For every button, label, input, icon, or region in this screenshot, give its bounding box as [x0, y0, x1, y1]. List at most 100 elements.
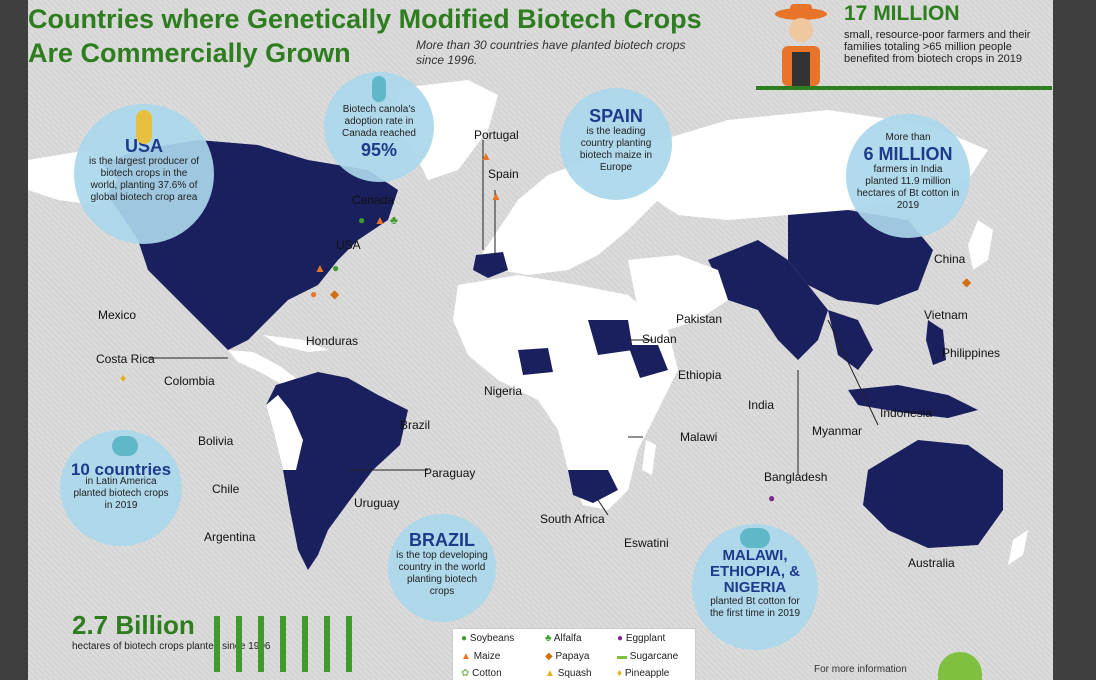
- africa-circle-head: MALAWI, ETHIOPIA, & NIGERIA: [709, 547, 800, 596]
- top-stat-text: small, resource-poor farmers and their f…: [844, 29, 1031, 65]
- africa-circle-text: planted Bt cotton for the first time in …: [709, 596, 801, 619]
- legend-pineapple: ♦ Pineapple: [617, 668, 669, 679]
- costa-rica-pineapple-icon: ♦: [120, 371, 127, 385]
- legend-alfalfa-label: Alfalfa: [553, 633, 582, 644]
- label-indonesia: Indonesia: [880, 406, 933, 420]
- canada-soy-icon: ●: [358, 213, 366, 227]
- bottom-stat-text: hectares of biotech crops planted since …: [72, 641, 271, 652]
- soy-legend-icon: ●: [461, 633, 470, 644]
- cotton-icon: [740, 528, 770, 548]
- bottom-stat-number: 2.7 Billion: [72, 610, 195, 640]
- brazil-circle-text: is the top developing country in the wor…: [396, 550, 488, 597]
- label-spain: Spain: [488, 167, 519, 181]
- page-title: Countries where Genetically Modified Bio…: [28, 2, 702, 70]
- india-circle: More than 6 MILLION farmers in India pla…: [846, 114, 970, 238]
- label-philippines: Philippines: [942, 346, 1001, 360]
- legend: ● Soybeans ♣ Alfalfa ● Eggplant ▲ Maize …: [452, 628, 696, 680]
- canola-circle-big: 95%: [360, 140, 398, 160]
- usa-papaya-icon: ◆: [330, 287, 340, 301]
- wheat-icons: [208, 606, 368, 672]
- label-myanmar: Myanmar: [812, 424, 863, 438]
- india-circle-text: farmers in India planted 11.9 million he…: [856, 164, 960, 211]
- legend-maize-label: Maize: [473, 651, 501, 662]
- latam-circle: 10 countries in Latin America planted bi…: [60, 430, 182, 546]
- usa-circle-head: USA: [124, 136, 163, 156]
- label-honduras: Honduras: [306, 334, 359, 348]
- label-bolivia: Bolivia: [198, 434, 234, 448]
- papaya-legend-icon: ◆: [545, 651, 556, 662]
- sudan-highlighted: [588, 320, 633, 355]
- philippines-highlighted: [926, 320, 946, 365]
- label-eswatini: Eswatini: [624, 536, 669, 550]
- canola-circle: Biotech canola's adoption rate in Canada…: [324, 72, 434, 182]
- soy-icon: [112, 436, 138, 456]
- brazil-circle: BRAZIL is the top developing country in …: [388, 514, 496, 622]
- title-line-2: Are Commercially Grown: [28, 38, 351, 68]
- sugarcane-legend-icon: ▬: [617, 651, 630, 662]
- latam-circle-head: 10 countries: [70, 460, 172, 479]
- label-bangladesh: Bangladesh: [764, 470, 828, 484]
- china-papaya-icon: ◆: [962, 275, 972, 289]
- legend-soybeans: ● Soybeans: [461, 633, 514, 644]
- label-uruguay: Uruguay: [354, 496, 400, 510]
- label-australia: Australia: [908, 556, 955, 570]
- legend-sugarcane-label: Sugarcane: [629, 651, 679, 662]
- legend-soybeans-label: Soybeans: [469, 633, 515, 644]
- usa-squash-icon: ●: [310, 287, 318, 301]
- south-america-white: [266, 395, 303, 470]
- new-zealand: [1008, 530, 1028, 565]
- spain-portugal: [473, 252, 508, 278]
- nigeria-highlighted: [518, 348, 553, 375]
- label-india: India: [748, 398, 775, 412]
- india-circle-pre: More than: [885, 132, 931, 143]
- usa-circle: USA is the largest producer of biotech c…: [74, 104, 214, 244]
- usa-soy-icon: ●: [332, 261, 340, 275]
- japan: [968, 220, 993, 270]
- central-america: [228, 350, 296, 385]
- africa-circle: MALAWI, ETHIOPIA, & NIGERIA planted Bt c…: [692, 524, 818, 650]
- pineapple-legend-icon: ♦: [617, 668, 625, 679]
- legend-squash-label: Squash: [557, 668, 592, 679]
- eggplant-legend-icon: ●: [617, 633, 626, 644]
- legend-cotton: ✿ Cotton: [461, 668, 502, 679]
- spain-maize-icon: ▲: [490, 189, 502, 203]
- label-sudan: Sudan: [642, 332, 677, 346]
- label-colombia: Colombia: [164, 374, 215, 388]
- middle-east: [628, 255, 728, 330]
- ethiopia-highlighted: [628, 345, 668, 378]
- label-vietnam: Vietnam: [924, 308, 968, 322]
- label-pakistan: Pakistan: [676, 312, 723, 326]
- spain-circle-head: SPAIN: [589, 106, 643, 126]
- legend-papaya: ◆ Papaya: [545, 651, 589, 662]
- legend-eggplant-label: Eggplant: [625, 633, 666, 644]
- label-ethiopia: Ethiopia: [678, 368, 722, 382]
- india-circle-head: 6 MILLION: [863, 144, 953, 164]
- label-china: China: [934, 252, 966, 266]
- bottom-stat: 2.7 Billion hectares of biotech crops pl…: [72, 610, 270, 652]
- label-usa: USA: [336, 238, 361, 252]
- corn-icon: [136, 110, 152, 144]
- cotton-legend-icon: ✿: [461, 668, 473, 679]
- maize-legend-icon: ▲: [461, 651, 474, 662]
- legend-eggplant: ● Eggplant: [617, 633, 665, 644]
- madagascar: [642, 440, 656, 475]
- south-america-highlighted: [266, 372, 408, 570]
- subtitle: More than 30 countries have planted biot…: [416, 38, 686, 67]
- australia-highlighted: [863, 440, 1003, 548]
- legend-maize: ▲ Maize: [461, 651, 500, 662]
- legend-pineapple-label: Pineapple: [624, 668, 670, 679]
- portugal-maize-icon: ▲: [480, 149, 492, 163]
- indonesia-highlighted: [848, 385, 978, 418]
- more-info-text: For more information: [814, 664, 907, 675]
- farmer-icon: [770, 2, 832, 86]
- label-argentina: Argentina: [204, 530, 256, 544]
- legend-alfalfa: ♣ Alfalfa: [545, 633, 582, 644]
- caribbean: [263, 335, 328, 352]
- label-canada: Canada: [352, 193, 395, 207]
- south-asia-highlighted: [708, 240, 828, 360]
- top-stat-number: 17 MILLION: [844, 2, 960, 25]
- label-costa-rica: Costa Rica: [96, 352, 155, 366]
- canada-alfalfa-icon: ♣: [390, 213, 398, 227]
- latam-circle-text: in Latin America planted biotech crops i…: [73, 476, 169, 511]
- label-mexico: Mexico: [98, 308, 137, 322]
